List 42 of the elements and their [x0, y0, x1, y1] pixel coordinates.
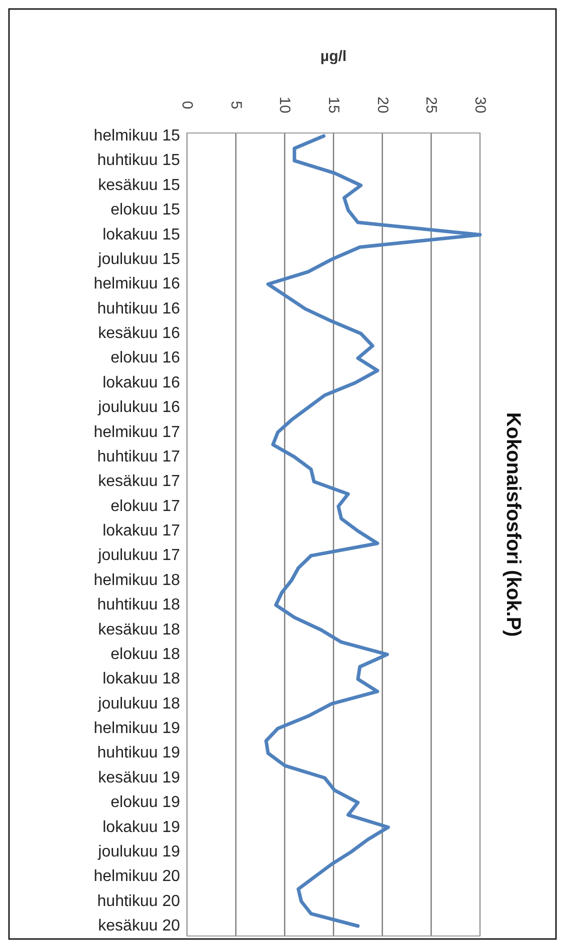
x-axis-title: µg/l — [320, 48, 347, 65]
x-tick-label: 20 — [374, 96, 391, 114]
y-tick-label: kesäkuu 18 — [98, 621, 180, 638]
y-tick-label: helmikuu 20 — [94, 868, 180, 886]
y-tick-label: helmikuu 18 — [94, 572, 180, 589]
y-tick-label: kesäkuu 15 — [98, 176, 180, 194]
y-tick-label: helmikuu 17 — [94, 424, 180, 441]
y-tick-label: kesäkuu 17 — [98, 473, 180, 490]
y-tick-label: huhtikuu 15 — [97, 152, 180, 170]
y-tick-label: huhtikuu 18 — [97, 596, 180, 614]
y-tick-label: elokuu 16 — [110, 350, 180, 367]
y-tick-label: kesäkuu 19 — [98, 769, 180, 786]
x-tick-label: 15 — [325, 96, 342, 114]
x-tick-label: 10 — [276, 96, 294, 114]
y-tick-label: elokuu 19 — [110, 794, 180, 812]
y-tick-label: helmikuu 19 — [94, 720, 180, 737]
y-tick-label: huhtikuu 20 — [97, 892, 180, 910]
y-tick-label: lokakuu 15 — [102, 226, 180, 244]
y-tick-label: elokuu 18 — [110, 646, 180, 663]
y-tick-label: kesäkuu 20 — [98, 918, 180, 934]
y-tick-label: elokuu 17 — [110, 498, 180, 515]
y-tick-label: joulukuu 17 — [97, 547, 180, 564]
y-tick-label: elokuu 15 — [110, 202, 180, 219]
y-tick-label: huhtikuu 19 — [97, 744, 180, 762]
y-tick-label: helmikuu 15 — [94, 128, 180, 144]
y-tick-label: lokakuu 16 — [102, 374, 180, 392]
y-tick-label: joulukuu 18 — [97, 695, 180, 712]
text: Kokonaisfosfori (kok.P) — [502, 412, 524, 637]
y-tick-label: joulukuu 15 — [97, 250, 180, 268]
y-tick-label: lokakuu 18 — [102, 670, 180, 688]
y-tick-label: helmikuu 16 — [94, 276, 180, 293]
y-tick-label: kesäkuu 16 — [98, 325, 180, 342]
x-tick-label: 0 — [178, 100, 196, 110]
y-tick-label: lokakuu 17 — [102, 522, 180, 540]
x-tick-label: 30 — [472, 96, 488, 114]
y-tick-label: huhtikuu 17 — [97, 448, 180, 466]
y-tick-label: joulukuu 16 — [97, 399, 180, 416]
x-tick-label: 25 — [422, 96, 440, 114]
y-tick-label: huhtikuu 16 — [97, 300, 180, 318]
y-tick-label: joulukuu 19 — [97, 843, 180, 860]
y-tick-label: lokakuu 19 — [102, 818, 180, 836]
x-tick-label: 5 — [227, 100, 244, 110]
